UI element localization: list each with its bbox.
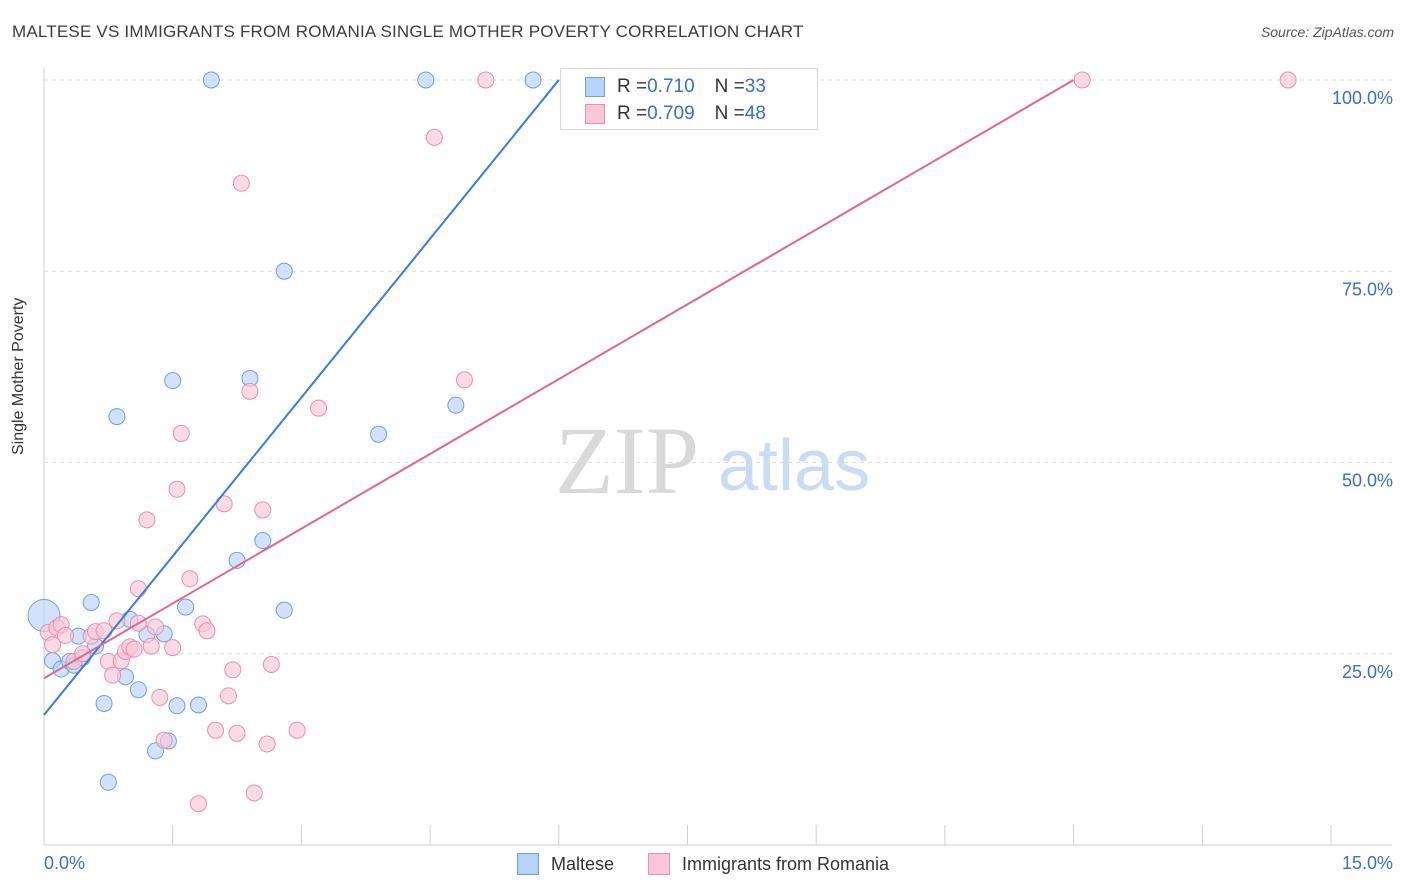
legend-n-value: 33 bbox=[744, 76, 766, 97]
maltese-swatch bbox=[585, 77, 605, 97]
legend-row-romania: R = 0.709 N = 48 bbox=[585, 101, 766, 127]
x-tick-label: 0.0% bbox=[44, 853, 85, 873]
legend-n-label: N = bbox=[714, 76, 745, 97]
romania-point bbox=[198, 622, 216, 640]
y-tick-label: 75.0% bbox=[1342, 279, 1393, 299]
y-tick-label: 100.0% bbox=[1332, 88, 1393, 108]
romania-point bbox=[44, 636, 62, 654]
maltese-point bbox=[168, 697, 186, 715]
legend-r-value: 0.710 bbox=[647, 76, 695, 97]
romania-point bbox=[1073, 71, 1091, 89]
romania-point bbox=[56, 626, 74, 644]
watermark: ZIP atlas bbox=[555, 407, 870, 514]
romania-point bbox=[1279, 71, 1297, 89]
maltese-point bbox=[129, 681, 147, 699]
maltese-point bbox=[254, 532, 272, 550]
legend-r-label: R = bbox=[617, 76, 648, 97]
romania-swatch bbox=[585, 104, 605, 124]
maltese-point bbox=[275, 262, 293, 280]
legend-item-romania[interactable]: Immigrants from Romania bbox=[647, 853, 890, 875]
romania-point bbox=[245, 784, 263, 802]
correlation-legend: R = 0.710 N = 33 R = 0.709 N = 48 bbox=[560, 68, 818, 130]
y-axis-label: Single Mother Poverty bbox=[10, 297, 27, 455]
romania-trendline bbox=[43, 79, 1075, 680]
legend-r-value: 0.709 bbox=[647, 103, 695, 124]
tick-label-layer: 25.0% 50.0% 75.0% 100.0% 0.0% 15.0% bbox=[44, 88, 1393, 873]
legend-label-maltese: Maltese bbox=[550, 853, 614, 874]
romania-point bbox=[254, 501, 272, 519]
romania-point bbox=[168, 480, 186, 498]
romania-point bbox=[138, 511, 156, 529]
chart-title: MALTESE VS IMMIGRANTS FROM ROMANIA SINGL… bbox=[12, 22, 804, 41]
romania-point bbox=[310, 399, 328, 417]
romania-point bbox=[241, 382, 259, 400]
axis-layer bbox=[43, 68, 1392, 846]
x-tick-label: 15.0% bbox=[1342, 853, 1393, 873]
maltese-point bbox=[275, 601, 293, 619]
romania-point bbox=[172, 424, 190, 442]
maltese-trendline bbox=[43, 79, 560, 716]
maltese-point bbox=[164, 372, 182, 390]
romania-point bbox=[258, 735, 276, 753]
series-legend: Maltese Immigrants from Romania bbox=[0, 852, 1406, 876]
legend-n-value: 48 bbox=[744, 103, 766, 124]
legend-label-romania: Immigrants from Romania bbox=[681, 853, 890, 874]
maltese-point bbox=[370, 425, 388, 443]
romania-point bbox=[207, 721, 225, 739]
romania-point bbox=[125, 640, 143, 658]
legend-n-label: N = bbox=[714, 103, 745, 124]
romania-point bbox=[425, 128, 443, 146]
romania-point bbox=[181, 570, 199, 588]
romania-point bbox=[288, 721, 306, 739]
chart-source: Source: ZipAtlas.com bbox=[1260, 24, 1394, 40]
romania-point bbox=[129, 580, 147, 598]
maltese-point bbox=[82, 593, 100, 611]
maltese-point bbox=[108, 408, 126, 426]
legend-row-maltese: R = 0.710 N = 33 bbox=[585, 74, 766, 100]
maltese-point bbox=[447, 396, 465, 414]
maltese-point bbox=[202, 71, 220, 89]
romania-point bbox=[155, 731, 173, 749]
romania-point bbox=[108, 612, 126, 630]
maltese-legend-swatch bbox=[516, 853, 539, 875]
watermark-zip: ZIP bbox=[555, 407, 699, 514]
romania-point bbox=[151, 688, 169, 706]
romania-point bbox=[147, 618, 165, 636]
legend-item-maltese[interactable]: Maltese bbox=[516, 853, 614, 875]
maltese-point bbox=[524, 71, 542, 89]
maltese-point bbox=[417, 71, 435, 89]
grid-layer bbox=[44, 79, 1392, 655]
romania-point bbox=[477, 71, 495, 89]
maltese-point bbox=[189, 696, 207, 714]
romania-point bbox=[142, 637, 160, 655]
trendline-layer bbox=[43, 79, 1075, 716]
romania-point bbox=[104, 666, 122, 684]
watermark-atlas: atlas bbox=[718, 426, 870, 506]
romania-point bbox=[224, 661, 242, 679]
maltese-point bbox=[95, 694, 113, 712]
romania-point bbox=[455, 371, 473, 389]
romania-point bbox=[262, 655, 280, 673]
legend-r-label: R = bbox=[617, 103, 648, 124]
maltese-point bbox=[99, 773, 117, 791]
romania-point bbox=[228, 724, 246, 742]
y-tick-label: 50.0% bbox=[1342, 471, 1393, 491]
romania-point bbox=[232, 174, 250, 192]
romania-legend-swatch bbox=[647, 853, 670, 875]
romania-point bbox=[189, 795, 207, 813]
maltese-point bbox=[177, 598, 195, 616]
romania-point bbox=[219, 687, 237, 705]
points-layer bbox=[27, 71, 1297, 813]
romania-point bbox=[164, 639, 182, 657]
y-tick-label: 25.0% bbox=[1342, 662, 1393, 682]
